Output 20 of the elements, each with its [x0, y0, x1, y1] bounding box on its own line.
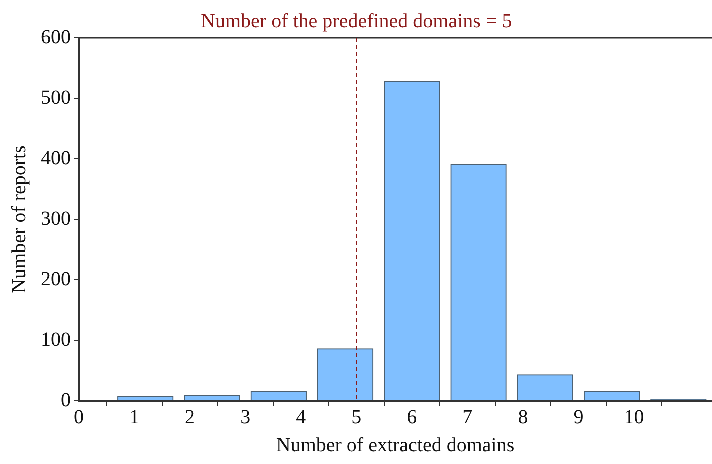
x-axis-title: Number of extracted domains: [276, 434, 515, 456]
x-tick-label: 5: [352, 406, 362, 428]
y-tick-label: 200: [41, 268, 71, 290]
x-tick-label: 1: [130, 406, 140, 428]
ref-line-label: Number of the predefined domains = 5: [201, 10, 512, 32]
x-tick-label: 4: [296, 406, 306, 428]
x-tick-label: 7: [462, 406, 473, 428]
y-tick-label: 500: [41, 86, 71, 109]
x-tick-label: 9: [574, 406, 584, 428]
x-tick-label: 10: [624, 406, 644, 428]
x-tick-label: 3: [240, 406, 251, 428]
x-tick-label: 6: [407, 406, 418, 428]
y-axis-title: Number of reports: [8, 145, 30, 294]
y-tick-label: 300: [41, 208, 71, 230]
y-tick-label: 0: [61, 389, 71, 412]
y-tick-label: 100: [41, 328, 71, 351]
y-tick-label: 400: [41, 147, 71, 170]
x-tick-label: 8: [518, 406, 528, 428]
x-tick-label: 2: [185, 406, 196, 428]
y-tick-label: 600: [41, 26, 71, 48]
